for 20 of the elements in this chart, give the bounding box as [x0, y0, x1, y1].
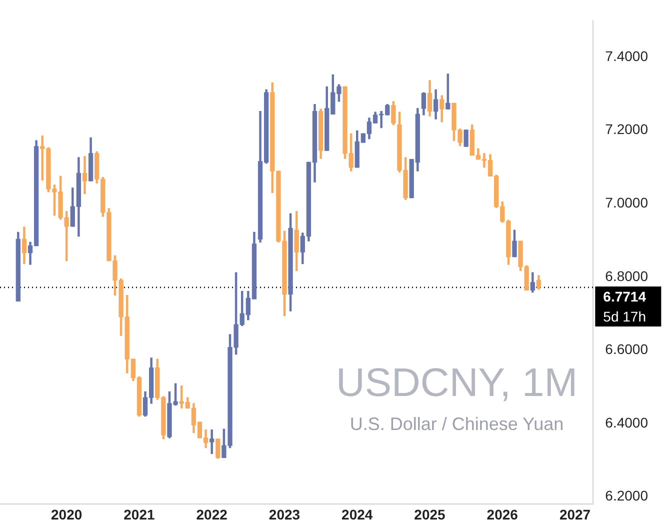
x-tick-label: 2024: [342, 506, 373, 522]
text: U.S. Dollar / Chinese Yuan: [350, 414, 564, 434]
y-tick-label: 7.2000: [605, 121, 648, 138]
x-tick-label: 2020: [51, 506, 82, 522]
candlestick: [210, 429, 214, 454]
y-tick-label: 6.6000: [605, 341, 648, 358]
y-tick-label: 6.4000: [605, 414, 648, 430]
y-tick-label: 6.2000: [605, 488, 648, 504]
x-tick-label: 2022: [196, 506, 228, 522]
x-tick-label: 2021: [124, 506, 155, 522]
x-tick-label: 2023: [268, 506, 300, 522]
text: 5d 17h: [603, 308, 646, 324]
y-tick-label: 6.8000: [605, 268, 648, 284]
text: USDCNY, 1M: [336, 361, 578, 406]
x-tick-label: 2025: [414, 506, 446, 522]
y-tick-label: 7.4000: [605, 48, 648, 64]
y-tick-label: 7.0000: [605, 194, 648, 211]
ref-line-label: 6.7714: [603, 288, 646, 304]
x-tick-label: 2027: [559, 506, 591, 522]
x-tick-label: 2026: [486, 506, 518, 522]
